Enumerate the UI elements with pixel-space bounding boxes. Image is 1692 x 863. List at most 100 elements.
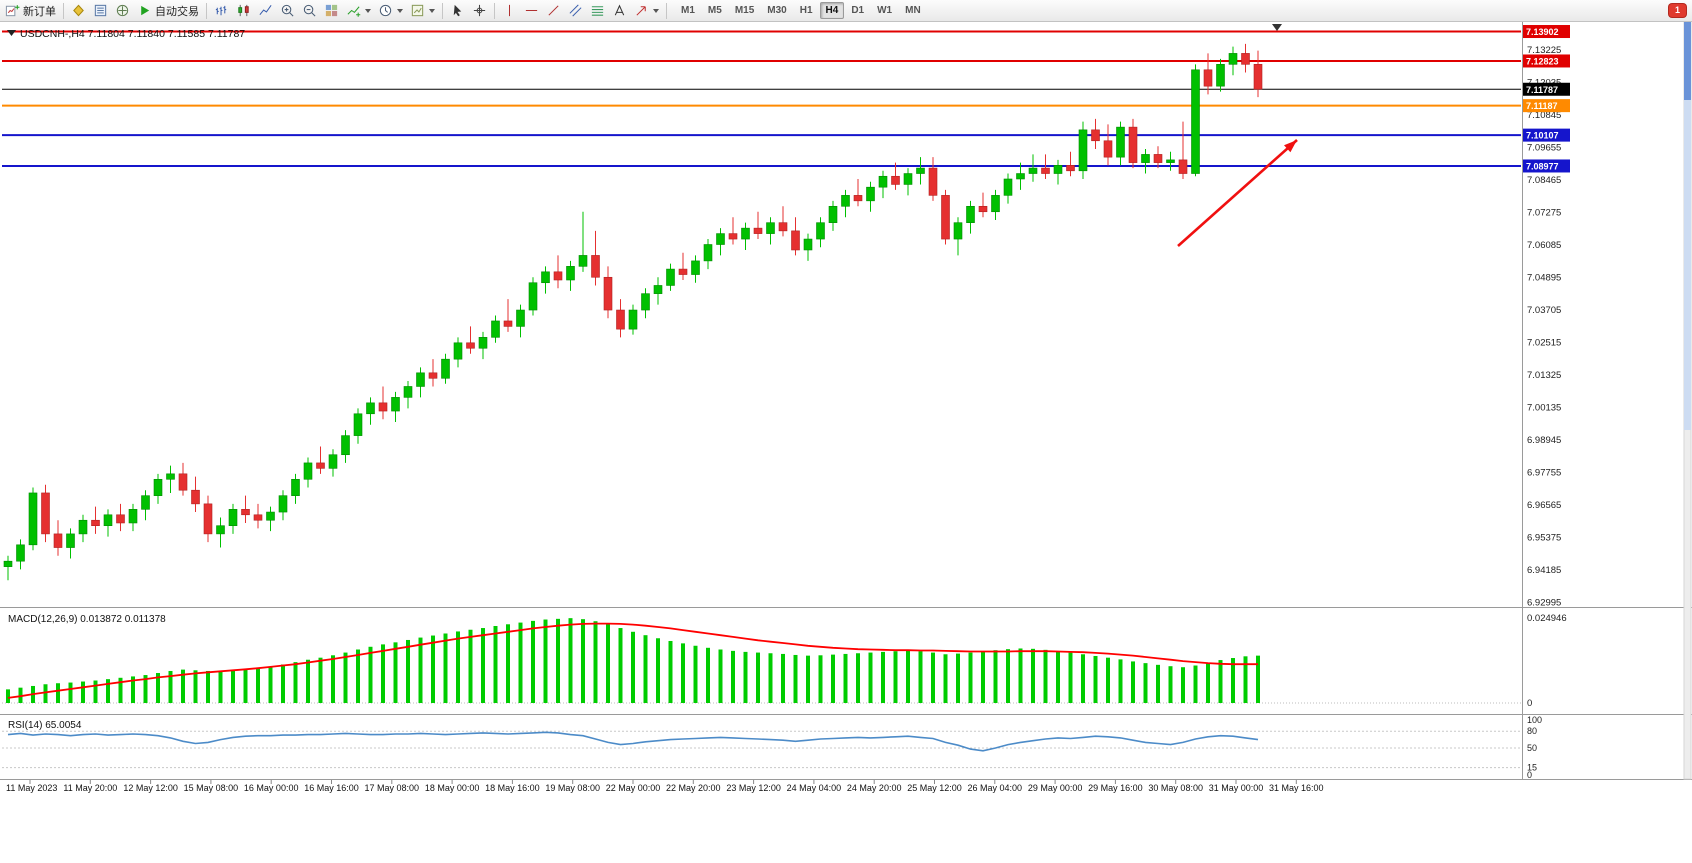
data-window-button[interactable] [90, 1, 111, 20]
timeframe-button-w1[interactable]: W1 [871, 2, 898, 19]
price-label-boxes: 7.13902 7.12823 7.11787 7.11187 7.10107 7.089… [1523, 25, 1570, 173]
navigator-button[interactable] [112, 1, 133, 20]
timeframe-button-d1[interactable]: D1 [845, 2, 870, 19]
svg-text:0.024946: 0.024946 [1527, 613, 1567, 624]
chart-title: USDCNH-,H4 7.11804 7.11840 7.11585 7.117… [7, 28, 245, 40]
svg-text:100: 100 [1527, 715, 1542, 725]
autotrading-button[interactable]: 自动交易 [134, 1, 202, 20]
svg-text:7.01325: 7.01325 [1527, 370, 1561, 381]
main-toolbar: 新订单 自动交易 [0, 0, 1692, 22]
svg-text:7.11187: 7.11187 [1526, 101, 1558, 111]
svg-text:7.11787: 7.11787 [1526, 85, 1558, 95]
svg-text:7.09655: 7.09655 [1527, 142, 1561, 153]
svg-text:22 May 20:00: 22 May 20:00 [666, 783, 721, 793]
horizontal-line-tool-button[interactable] [521, 1, 542, 20]
svg-text:11 May 20:00: 11 May 20:00 [63, 783, 117, 793]
svg-text:19 May 08:00: 19 May 08:00 [545, 783, 600, 793]
svg-text:17 May 08:00: 17 May 08:00 [365, 783, 420, 793]
svg-text:7.10107: 7.10107 [1526, 131, 1559, 141]
svg-text:26 May 04:00: 26 May 04:00 [968, 783, 1023, 793]
fibonacci-tool-icon [591, 6, 604, 16]
scrollbar-thumb[interactable] [1684, 22, 1691, 100]
zoom-out-icon [303, 4, 316, 17]
text-tool-button[interactable] [609, 1, 630, 20]
bar-chart-button[interactable] [211, 1, 232, 20]
price-label-7.10107: 7.10107 [1523, 128, 1570, 142]
svg-text:7.13902: 7.13902 [1526, 27, 1559, 37]
chart-shift-marker[interactable] [1272, 24, 1282, 31]
timeframe-button-h1[interactable]: H1 [794, 2, 819, 19]
svg-text:29 May 00:00: 29 May 00:00 [1028, 783, 1083, 793]
new-order-icon [5, 5, 20, 17]
svg-text:7.08465: 7.08465 [1527, 175, 1561, 186]
svg-text:24 May 20:00: 24 May 20:00 [847, 783, 902, 793]
svg-text:31 May 16:00: 31 May 16:00 [1269, 783, 1324, 793]
crosshair-button[interactable] [469, 1, 490, 20]
title-collapse-icon[interactable] [7, 30, 16, 36]
tile-windows-icon [325, 4, 338, 17]
svg-text:0: 0 [1527, 698, 1532, 709]
vertical-line-tool-icon [508, 4, 511, 17]
arrows-tool-button[interactable] [631, 1, 662, 20]
cursor-button[interactable] [447, 1, 468, 20]
templates-icon [411, 4, 424, 17]
toolbar-separator [666, 2, 667, 19]
autotrading-label: 自动交易 [155, 5, 199, 18]
svg-text:6.97755: 6.97755 [1527, 467, 1561, 478]
timeframe-button-m1[interactable]: M1 [675, 2, 701, 19]
fibonacci-tool-button[interactable] [587, 1, 608, 20]
svg-text:12 May 12:00: 12 May 12:00 [123, 783, 178, 793]
zoom-out-button[interactable] [299, 1, 320, 20]
autotrading-play-icon [141, 5, 150, 16]
line-chart-icon [259, 5, 272, 16]
candlestick-series [3, 43, 1263, 581]
tile-windows-button[interactable] [321, 1, 342, 20]
svg-text:15: 15 [1527, 763, 1537, 773]
svg-text:24 May 04:00: 24 May 04:00 [787, 783, 842, 793]
line-chart-button[interactable] [255, 1, 276, 20]
chart-scrollbar [1683, 21, 1692, 780]
dropdown-caret-icon [397, 8, 403, 13]
notification-badge[interactable]: 1 [1669, 4, 1686, 17]
price-label-7.12823: 7.12823 [1523, 54, 1570, 68]
price-label-7.11787: 7.11787 [1523, 82, 1570, 96]
price-label-7.13902: 7.13902 [1523, 25, 1570, 39]
price-label-7.08977: 7.08977 [1523, 159, 1570, 173]
channel-tool-button[interactable] [565, 1, 586, 20]
zoom-in-button[interactable] [277, 1, 298, 20]
candlestick-button[interactable] [233, 1, 254, 20]
indicators-icon [347, 6, 361, 17]
svg-text:50: 50 [1527, 743, 1537, 753]
market-watch-icon [73, 4, 84, 17]
bar-chart-icon [215, 5, 227, 16]
navigator-icon [116, 4, 129, 17]
timeframe-button-m5[interactable]: M5 [702, 2, 728, 19]
periods-button[interactable] [375, 1, 406, 20]
svg-text:7.06085: 7.06085 [1527, 240, 1561, 251]
dropdown-caret-icon [653, 8, 659, 13]
svg-text:7.03705: 7.03705 [1527, 305, 1561, 316]
templates-button[interactable] [407, 1, 438, 20]
new-order-label: 新订单 [23, 5, 56, 18]
svg-text:6.98945: 6.98945 [1527, 435, 1561, 446]
svg-text:11 May 2023: 11 May 2023 [6, 783, 57, 793]
price-label-7.11187: 7.11187 [1523, 99, 1570, 113]
svg-text:7.02515: 7.02515 [1527, 337, 1561, 348]
market-watch-button[interactable] [68, 1, 89, 20]
rsi-line [7, 731, 1259, 752]
trendline-tool-button[interactable] [543, 1, 564, 20]
data-window-icon [94, 4, 107, 17]
indicators-button[interactable] [343, 1, 374, 20]
timeframe-button-m15[interactable]: M15 [729, 2, 760, 19]
cursor-icon [453, 4, 462, 17]
new-order-button[interactable]: 新订单 [2, 1, 59, 20]
trend-arrow-annotation[interactable] [1177, 139, 1298, 247]
svg-text:7.04895: 7.04895 [1527, 272, 1561, 283]
timeframe-button-mn[interactable]: MN [899, 2, 927, 19]
timeframe-button-m30[interactable]: M30 [761, 2, 792, 19]
svg-text:USDCNH-,H4 7.11804 7.11840 7.: USDCNH-,H4 7.11804 7.11840 7.11585 7.117… [20, 28, 245, 40]
vertical-line-tool-button[interactable] [499, 1, 520, 20]
timeframe-button-h4[interactable]: H4 [819, 2, 845, 19]
